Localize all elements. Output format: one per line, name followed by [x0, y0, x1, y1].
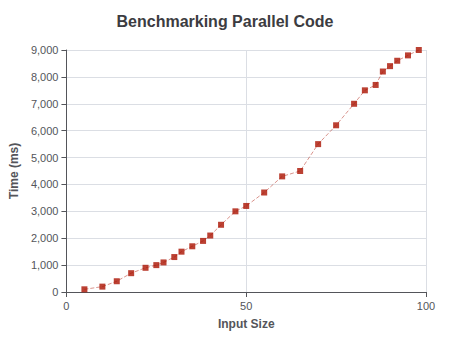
svg-text:6,000: 6,000 — [31, 125, 59, 137]
svg-text:0: 0 — [63, 300, 69, 312]
svg-text:Input Size: Input Size — [218, 317, 275, 331]
svg-text:9,000: 9,000 — [31, 44, 59, 56]
svg-text:50: 50 — [240, 300, 252, 312]
svg-text:0: 0 — [52, 286, 58, 298]
svg-text:8,000: 8,000 — [31, 71, 59, 83]
svg-text:100: 100 — [417, 300, 435, 312]
svg-text:Benchmarking Parallel Code: Benchmarking Parallel Code — [117, 13, 334, 30]
svg-text:4,000: 4,000 — [31, 178, 59, 190]
svg-text:1,000: 1,000 — [31, 259, 59, 271]
svg-text:3,000: 3,000 — [31, 205, 59, 217]
svg-text:2,000: 2,000 — [31, 232, 59, 244]
svg-text:Time (ms): Time (ms) — [7, 143, 21, 199]
svg-text:7,000: 7,000 — [31, 98, 59, 110]
svg-text:5,000: 5,000 — [31, 152, 59, 164]
